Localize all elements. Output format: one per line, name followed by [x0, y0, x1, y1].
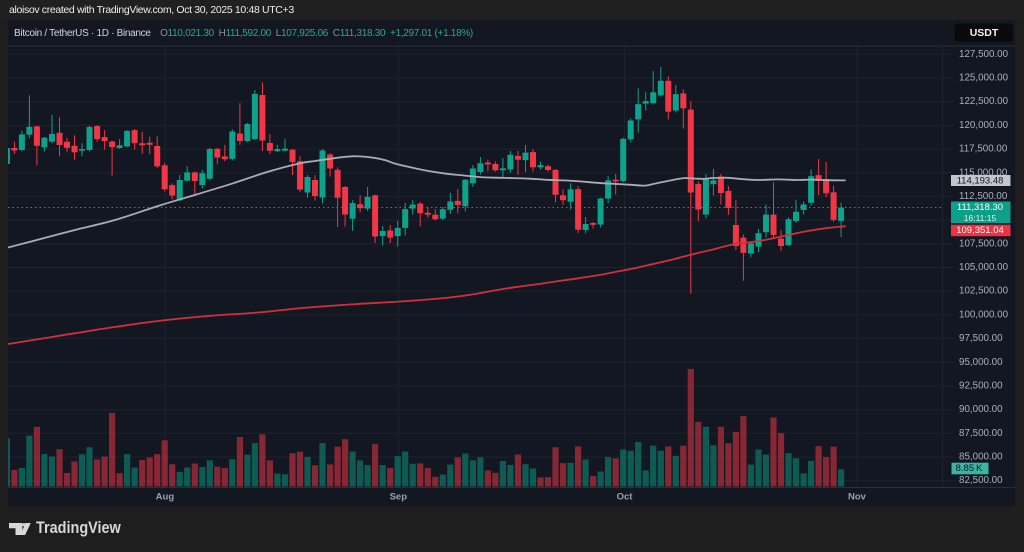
svg-text:95,000.00: 95,000.00 — [959, 357, 1003, 368]
svg-text:115,000.00: 115,000.00 — [959, 167, 1008, 178]
svg-text:125,000.00: 125,000.00 — [959, 73, 1009, 84]
svg-text:105,000.00: 105,000.00 — [959, 262, 1009, 273]
svg-text:16:11:15: 16:11:15 — [964, 213, 997, 223]
svg-text:Aug: Aug — [156, 492, 175, 503]
svg-text:107,500.00: 107,500.00 — [959, 238, 1009, 249]
svg-text:114,193.48: 114,193.48 — [957, 175, 1004, 186]
svg-text:8.85 K: 8.85 K — [956, 463, 983, 474]
svg-text:109,351.04: 109,351.04 — [956, 225, 1004, 236]
svg-text:127,500.00: 127,500.00 — [959, 49, 1009, 60]
svg-text:82,500.00: 82,500.00 — [959, 475, 1003, 486]
svg-text:102,500.00: 102,500.00 — [959, 286, 1009, 297]
svg-text:87,500.00: 87,500.00 — [959, 428, 1003, 439]
svg-text:111,318.30: 111,318.30 — [957, 202, 1003, 213]
svg-text:Oct: Oct — [617, 492, 634, 503]
svg-text:90,000.00: 90,000.00 — [959, 404, 1003, 415]
svg-text:122,500.00: 122,500.00 — [959, 96, 1009, 107]
svg-text:112,500.00: 112,500.00 — [959, 191, 1008, 202]
svg-text:117,500.00: 117,500.00 — [959, 144, 1008, 155]
svg-text:100,000.00: 100,000.00 — [959, 309, 1009, 320]
svg-text:Sep: Sep — [390, 492, 408, 503]
svg-text:USDT: USDT — [970, 27, 999, 39]
svg-text:85,000.00: 85,000.00 — [959, 452, 1003, 463]
svg-text:97,500.00: 97,500.00 — [959, 333, 1003, 344]
svg-text:92,500.00: 92,500.00 — [959, 381, 1003, 392]
svg-text:120,000.00: 120,000.00 — [959, 120, 1009, 131]
svg-text:Nov: Nov — [848, 492, 867, 503]
